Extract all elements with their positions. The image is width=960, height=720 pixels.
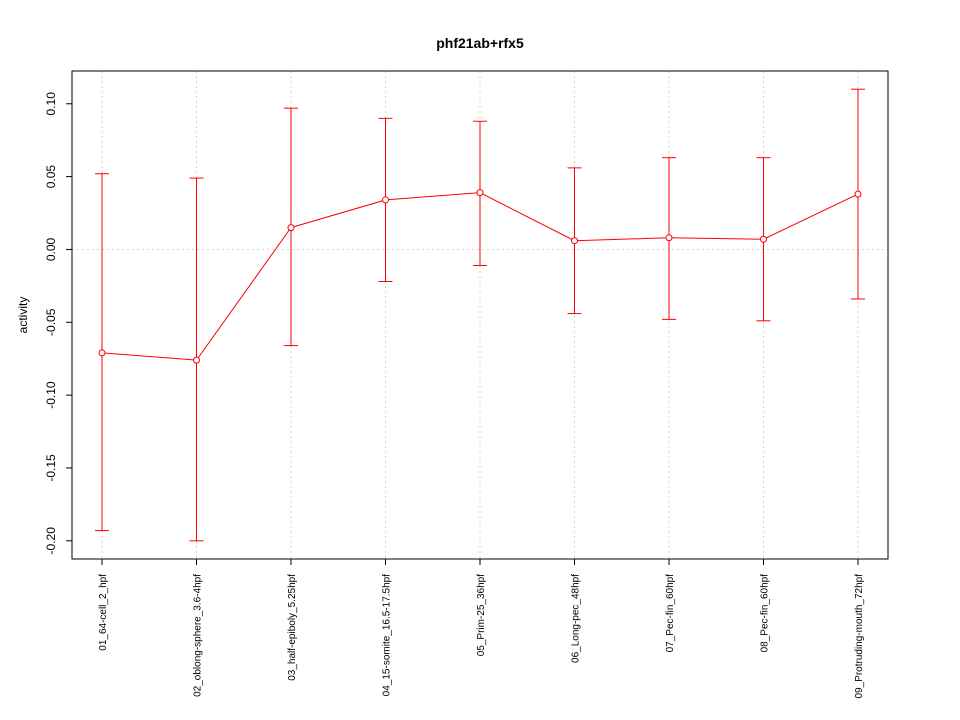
- y-tick-label: 0.05: [44, 165, 58, 189]
- data-point: [98, 349, 106, 357]
- data-point: [382, 196, 389, 204]
- chart-title: phf21ab+rfx5: [436, 35, 524, 51]
- x-tick-label: 09_Protruding-mouth_72hpf: [854, 574, 865, 699]
- x-tick-label: 05_Prim-25_36hpf: [476, 574, 487, 656]
- y-tick-label: -0.20: [44, 527, 58, 555]
- x-tick-label: 04_15-somite_16.5-17.5hpf: [382, 574, 393, 697]
- x-tick-label: 07_Pec-fin_60hpf: [665, 574, 676, 653]
- data-point: [287, 224, 295, 232]
- x-tick-label: 03_half-epiboly_5.25hpf: [287, 574, 298, 681]
- x-tick-label: 08_Pec-fin_60hpf: [760, 574, 771, 653]
- data-point: [571, 237, 578, 245]
- y-tick-label: -0.10: [44, 381, 58, 409]
- data-point: [760, 235, 767, 243]
- y-tick-label: 0.00: [44, 237, 58, 261]
- y-tick-label: -0.15: [44, 454, 58, 482]
- data-point: [476, 189, 484, 197]
- y-axis-label: activity: [16, 297, 30, 334]
- data-point: [193, 356, 200, 364]
- x-tick-label: 02_oblong-sphere_3.6-4hpf: [193, 574, 204, 697]
- x-tick-label: 01_64-cell_2_hpf: [98, 574, 109, 651]
- data-series: [95, 88, 865, 542]
- y-tick-label: 0.10: [44, 92, 58, 116]
- data-point: [665, 234, 673, 242]
- y-tick-label: -0.05: [44, 308, 58, 336]
- axes: -0.20 -0.15 -0.10 -0.05 0.00 0.05 0.10 01_64-ce…: [44, 70, 889, 699]
- data-point: [854, 190, 862, 198]
- x-tick-label: 06_Long-pec_48hpf: [571, 574, 582, 663]
